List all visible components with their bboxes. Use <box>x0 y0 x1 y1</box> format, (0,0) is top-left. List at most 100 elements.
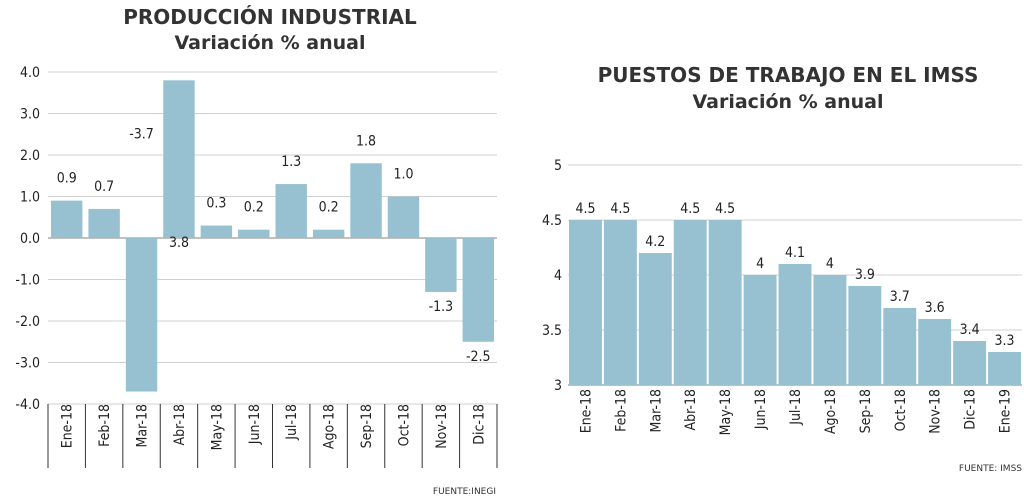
chart1-y-tick-label: 1.0 <box>20 190 40 206</box>
chart1-category-label: Jul-18 <box>284 404 300 441</box>
chart1-y-tick-label: 2.0 <box>20 148 40 164</box>
chart1-bar <box>238 229 270 238</box>
chart1-y-axis: 4.0 3.0 2.0 1.0 0.0 -1.0 -2.0 -3.0 -4.0 <box>15 65 40 413</box>
chart1-y-tick-label: 4.0 <box>20 65 40 81</box>
chart2-data-labels: 4.5 4.5 4.2 4.5 4.5 4 4.1 4 3.9 3.7 3.6 3.4 3.3 <box>575 201 1014 349</box>
chart1-data-label: 0.9 <box>57 171 77 187</box>
chart1-source: FUENTE:INEGI <box>433 487 496 497</box>
chart1-category-label: Feb-18 <box>97 404 113 447</box>
chart2-data-label: 4.5 <box>715 201 735 217</box>
chart1-bar <box>88 208 120 238</box>
chart1-category-label: Nov-18 <box>434 404 450 449</box>
chart1-bar <box>51 200 83 238</box>
chart2-data-label: 4.2 <box>645 234 665 250</box>
chart-produccion-industrial: PRODUCCIÓN INDUSTRIAL Variación % anual … <box>15 5 498 497</box>
chart2-data-label: 4.1 <box>785 245 805 261</box>
chart2-category-label: Jul-18 <box>788 389 804 426</box>
chart2-data-label: 3.4 <box>960 322 980 338</box>
chart1-data-label: 0.3 <box>206 196 226 212</box>
chart2-source: FUENTE: IMSS <box>959 464 1022 474</box>
chart2-title: PUESTOS DE TRABAJO EN EL IMSS <box>598 63 979 87</box>
chart1-category-label: Ene-18 <box>60 404 76 448</box>
chart2-data-label: 4.5 <box>680 201 700 217</box>
chart1-bar <box>125 238 158 392</box>
chart1-data-label: -1.3 <box>429 299 454 315</box>
chart1-y-tick-label: 3.0 <box>20 107 40 123</box>
chart1-category-label: Mar-18 <box>135 404 151 447</box>
chart2-bar <box>918 319 952 385</box>
chart2-bar <box>778 264 812 385</box>
chart2-x-axis: Ene-18 Feb-18 Mar-18 Abr-18 May-18 Jun-18 Jul-… <box>578 389 1013 435</box>
chart2-category-label: May-18 <box>718 389 734 435</box>
chart2-category-label: Ene-19 <box>998 389 1014 433</box>
chart2-y-axis: 5 4.5 4 3.5 3 <box>542 158 562 394</box>
chart1-y-tick-label: -2.0 <box>15 314 40 330</box>
chart1-subtitle: Variación % anual <box>174 32 365 54</box>
chart2-bar <box>708 220 742 385</box>
chart2-bar <box>638 253 672 385</box>
chart1-bar <box>462 238 494 342</box>
chart1-bar <box>387 196 420 238</box>
chart1-bars <box>51 80 494 392</box>
chart1-data-label: 1.0 <box>393 167 413 183</box>
chart2-data-label: 3.7 <box>890 289 910 305</box>
chart2-data-label: 4.5 <box>575 201 595 217</box>
chart-puestos-imss: PUESTOS DE TRABAJO EN EL IMSS Variación … <box>542 63 1022 474</box>
chart2-category-label: Oct-18 <box>893 389 909 431</box>
chart2-y-tick-label: 4 <box>554 268 562 284</box>
chart2-category-label: Abr-18 <box>683 389 699 430</box>
chart2-data-label: 4 <box>756 256 764 272</box>
chart1-category-label: Oct-18 <box>396 404 412 446</box>
chart2-bar <box>813 275 847 385</box>
chart1-data-labels: 0.9 0.7 -3.7 3.8 0.3 0.2 1.3 0.2 1.8 1.0 -1.3 -2.5 <box>57 126 491 365</box>
chart1-data-label: 1.3 <box>281 154 301 170</box>
chart1-title: PRODUCCIÓN INDUSTRIAL <box>123 5 417 29</box>
chart2-y-tick-label: 5 <box>554 158 562 174</box>
chart1-y-tick-label: -3.0 <box>15 356 40 372</box>
chart2-bar <box>673 220 707 385</box>
chart1-y-tick-label: -1.0 <box>15 273 40 289</box>
chart1-y-tick-label: -4.0 <box>15 397 40 413</box>
chart1-category-label: Ago-18 <box>322 404 338 449</box>
chart2-bars <box>569 220 1021 385</box>
chart1-bar <box>350 163 382 238</box>
chart1-category-label: Jun-18 <box>247 404 263 445</box>
chart2-data-label: 4.5 <box>610 201 630 217</box>
chart1-bar <box>312 229 345 238</box>
chart1-bar <box>200 225 233 238</box>
chart2-bar <box>883 308 917 385</box>
chart2-bar <box>988 352 1021 385</box>
chart2-category-label: Mar-18 <box>648 389 664 432</box>
chart1-bar <box>275 184 307 238</box>
chart1-data-label: -2.5 <box>466 349 491 365</box>
chart2-bar <box>848 286 882 385</box>
chart1-category-label: Sep-18 <box>359 404 375 448</box>
chart2-y-tick-label: 3.5 <box>542 323 562 339</box>
chart1-x-axis: Ene-18 Feb-18 Mar-18 Abr-18 May-18 Jun-18 Jul-… <box>47 404 498 468</box>
chart1-bar <box>425 238 457 292</box>
chart1-data-label: 0.2 <box>244 200 264 216</box>
chart2-y-tick-label: 4.5 <box>542 213 562 229</box>
chart2-category-label: Feb-18 <box>613 389 629 432</box>
chart1-category-label: Dic-18 <box>471 404 487 445</box>
chart2-category-label: Jun-18 <box>753 389 769 430</box>
chart1-data-label: 0.7 <box>94 179 114 195</box>
chart2-bar <box>953 341 987 385</box>
chart1-data-label: 3.8 <box>169 235 189 251</box>
chart2-bar <box>569 220 602 385</box>
chart1-data-label: 0.2 <box>319 200 339 216</box>
chart2-data-label: 4 <box>826 256 834 272</box>
chart2-data-label: 3.6 <box>925 300 945 316</box>
chart1-category-label: Abr-18 <box>172 404 188 445</box>
chart1-data-label: 1.8 <box>356 133 376 149</box>
chart1-category-label: May-18 <box>209 404 225 450</box>
chart2-category-label: Nov-18 <box>928 389 944 434</box>
chart2-subtitle: Variación % anual <box>692 91 883 113</box>
chart2-category-label: Dic-18 <box>963 389 979 430</box>
chart2-category-label: Ene-18 <box>578 389 594 433</box>
chart2-category-label: Ago-18 <box>823 389 839 434</box>
chart2-y-tick-label: 3 <box>554 378 562 394</box>
chart2-data-label: 3.9 <box>855 267 875 283</box>
chart2-bar <box>603 220 637 385</box>
